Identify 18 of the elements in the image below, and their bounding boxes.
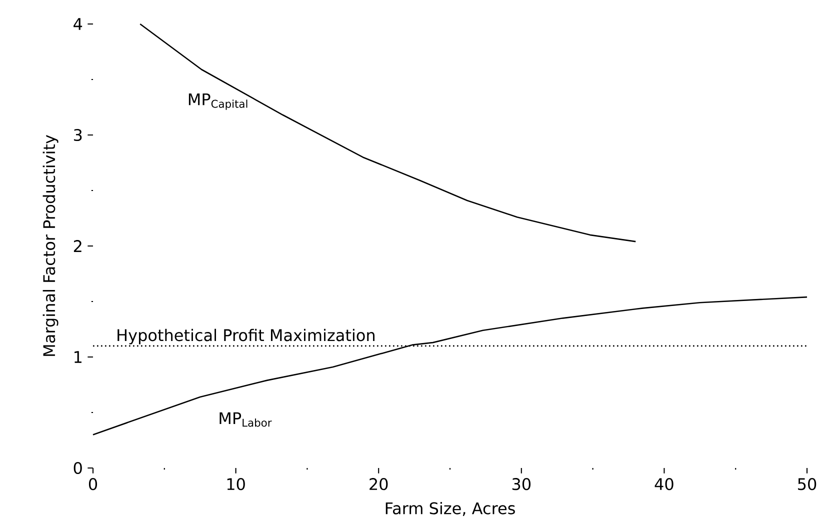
line-series <box>92 296 808 436</box>
x-tick-label: 50 <box>798 478 816 490</box>
y-tick-label: 0 <box>74 462 82 474</box>
x-tick-label: 30 <box>512 478 531 490</box>
x-tick-label: 0 <box>88 478 98 490</box>
y-axis-title: Marginal Factor Productivity <box>42 134 58 356</box>
y-tick-label: 2 <box>74 240 82 252</box>
y-tick-label: 1 <box>74 351 82 363</box>
series-label: MP$_{Capital}$ <box>188 93 248 110</box>
line-series <box>139 23 636 242</box>
series-label: MP$_{Labor}$ <box>220 412 272 427</box>
ref-line-label: Hypothetical Profit Maximization <box>118 328 374 344</box>
y-tick-label: 4 <box>74 18 82 30</box>
x-tick-label: 10 <box>227 478 245 490</box>
y-tick-label: 3 <box>74 128 82 142</box>
x-tick-label: 20 <box>370 478 388 490</box>
x-axis-title: Farm Size, Acres <box>386 502 515 516</box>
x-tick-label: 40 <box>654 478 674 490</box>
